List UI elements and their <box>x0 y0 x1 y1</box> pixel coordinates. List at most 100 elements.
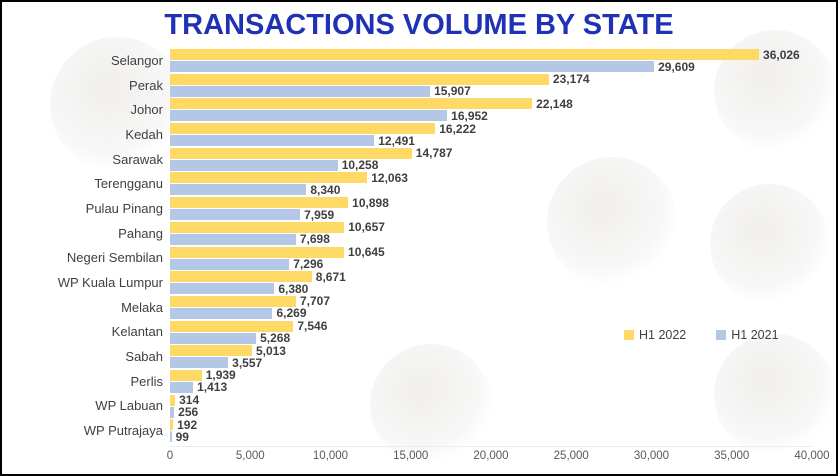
value-label: 23,174 <box>552 72 590 87</box>
bar-h1-2022 <box>170 172 368 184</box>
bar-h1-2021 <box>170 85 431 97</box>
bar-group: 23,174 15,907 <box>170 73 824 98</box>
category-label: Perlis <box>130 373 163 389</box>
bar-line: 7,546 <box>170 320 824 332</box>
bar-h1-2022 <box>170 98 533 110</box>
value-label: 5,013 <box>255 343 286 358</box>
bar-h1-2022 <box>170 320 294 332</box>
legend-label: H1 2022 <box>639 328 687 342</box>
bar-line: 22,148 <box>170 96 824 111</box>
category-row: Perlis 1,939 1,413 <box>2 369 824 394</box>
category-row: WP Putrajaya 192 99 <box>2 418 824 443</box>
value-label: 5,268 <box>260 331 291 346</box>
value-label: 10,258 <box>341 158 379 173</box>
category-label: Sarawak <box>112 151 163 167</box>
legend-swatch <box>624 330 634 340</box>
category-row: Melaka 7,707 6,269 <box>2 295 824 320</box>
value-label: 10,657 <box>348 220 385 235</box>
category-label: WP Putrajaya <box>83 423 163 439</box>
bar-h1-2021 <box>170 233 296 245</box>
bar-h1-2022 <box>170 419 174 431</box>
category-row: Sabah 5,013 3,557 <box>2 344 824 369</box>
category-label: Pahang <box>118 225 163 241</box>
value-label: 1,413 <box>197 380 228 395</box>
bar-line: 36,026 <box>170 47 824 62</box>
bar-line: 256 <box>170 405 824 420</box>
value-label: 7,296 <box>293 257 324 271</box>
category-label: Kelantan <box>111 324 163 340</box>
bar-group: 10,657 7,698 <box>170 221 824 246</box>
bar-h1-2021 <box>170 283 275 295</box>
bar-h1-2021 <box>170 332 257 344</box>
value-label: 99 <box>175 429 189 444</box>
bar-chart: Selangor 36,026 29,609 Perak 23,174 15,907 Joh… <box>2 48 836 463</box>
bar-h1-2021 <box>170 110 448 122</box>
bar-line: 6,269 <box>170 306 824 321</box>
bar-line: 6,380 <box>170 283 824 295</box>
bar-h1-2021 <box>170 135 375 147</box>
bar-line: 1,939 <box>170 368 824 383</box>
bar-h1-2022 <box>170 295 296 307</box>
bar-h1-2022 <box>170 49 760 60</box>
x-axis-tick: 30,000 <box>633 450 670 462</box>
category-label: WP Kuala Lumpur <box>57 275 163 291</box>
category-row: WP Labuan 314 256 <box>2 394 824 419</box>
category-row: Kedah 16,222 12,491 <box>2 122 824 147</box>
value-label: 8,340 <box>310 182 341 197</box>
value-label: 22,148 <box>536 96 573 111</box>
bar-group: 7,546 5,268 <box>170 320 824 345</box>
value-label: 256 <box>178 405 199 420</box>
value-label: 314 <box>179 393 200 408</box>
bar-h1-2022 <box>170 246 345 258</box>
category-label: WP Labuan <box>95 398 163 414</box>
legend-item: H1 2021 <box>716 328 779 342</box>
legend-label: H1 2021 <box>731 328 779 342</box>
bar-line: 314 <box>170 393 824 408</box>
value-label: 12,491 <box>378 133 415 148</box>
bar-line: 29,609 <box>170 61 824 73</box>
bar-h1-2021 <box>170 431 172 443</box>
bar-line: 1,413 <box>170 380 824 395</box>
bar-line: 5,013 <box>170 343 824 358</box>
bar-group: 22,148 16,952 <box>170 97 824 122</box>
legend: H1 2022 H1 2021 <box>624 328 779 342</box>
bar-group: 7,707 6,269 <box>170 295 824 320</box>
bar-h1-2021 <box>170 381 194 393</box>
bar-line: 3,557 <box>170 357 824 369</box>
value-label: 14,787 <box>415 146 453 161</box>
bar-line: 23,174 <box>170 72 824 87</box>
bar-h1-2021 <box>170 184 307 196</box>
bar-line: 5,268 <box>170 331 824 346</box>
bar-h1-2022 <box>170 123 436 135</box>
bar-h1-2022 <box>170 221 345 233</box>
bar-line: 7,959 <box>170 209 824 221</box>
value-label: 6,269 <box>276 306 307 321</box>
bar-h1-2022 <box>170 73 549 85</box>
category-label: Melaka <box>121 299 163 315</box>
bar-line: 12,491 <box>170 133 824 148</box>
value-label: 10,645 <box>348 245 385 259</box>
value-label: 8,671 <box>315 269 346 284</box>
bar-line: 16,952 <box>170 110 824 122</box>
bar-line: 12,063 <box>170 172 824 184</box>
bar-group: 16,222 12,491 <box>170 122 824 147</box>
bar-line: 10,657 <box>170 220 824 235</box>
value-label: 10,898 <box>352 195 389 210</box>
bar-group: 10,645 7,296 <box>170 246 824 271</box>
category-label: Terengganu <box>94 176 163 192</box>
bar-h1-2022 <box>170 369 202 381</box>
category-row: Selangor 36,026 29,609 <box>2 48 824 73</box>
value-label: 36,026 <box>763 47 800 62</box>
bar-h1-2022 <box>170 394 176 406</box>
bar-h1-2021 <box>170 307 273 319</box>
bar-line: 7,296 <box>170 257 824 271</box>
value-label: 16,222 <box>439 121 476 136</box>
bar-h1-2022 <box>170 271 312 283</box>
value-label: 1,939 <box>205 368 236 383</box>
bar-line: 192 <box>170 419 824 431</box>
category-label: Perak <box>129 77 163 93</box>
bar-h1-2021 <box>170 159 338 171</box>
category-row: Pahang 10,657 7,698 <box>2 221 824 246</box>
bar-group: 5,013 3,557 <box>170 344 824 369</box>
plot-area: Selangor 36,026 29,609 Perak 23,174 15,907 Joh… <box>2 48 824 443</box>
